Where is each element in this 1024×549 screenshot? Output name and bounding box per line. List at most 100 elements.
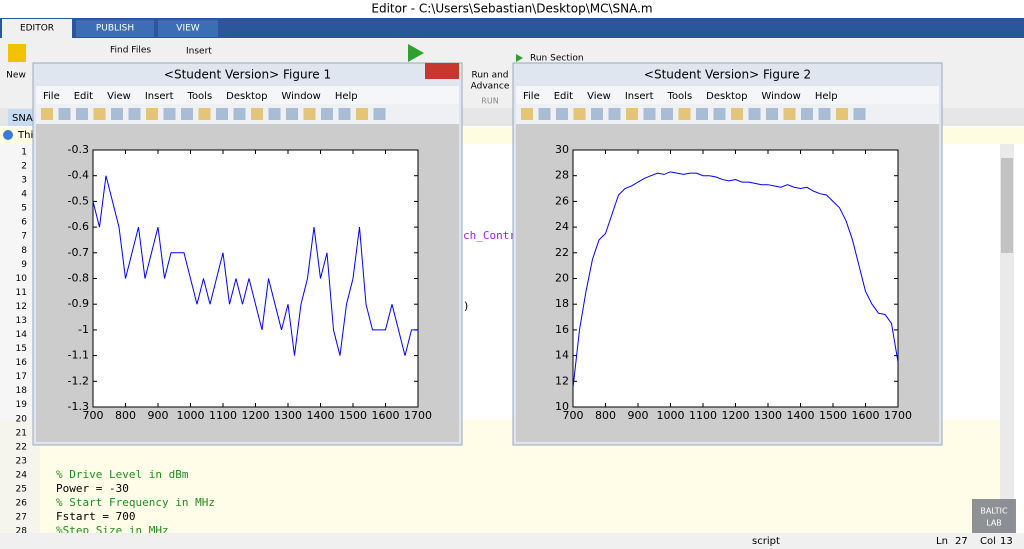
tool-icon[interactable] — [93, 108, 106, 120]
tool-icon[interactable] — [198, 108, 211, 120]
run-section[interactable]: Run Section — [530, 54, 584, 64]
tool-icon[interactable] — [608, 108, 621, 120]
tool-icon[interactable] — [521, 108, 533, 120]
tool-icon[interactable] — [678, 108, 691, 120]
tool-icon[interactable] — [783, 108, 796, 120]
tool-icon[interactable] — [713, 108, 726, 120]
y-tick-label: 22 — [555, 246, 569, 259]
tool-icon[interactable] — [556, 108, 568, 120]
menu-item[interactable]: Edit — [74, 91, 93, 102]
line-number: 2 — [21, 162, 27, 172]
tool-icon[interactable] — [836, 108, 848, 120]
tool-icon[interactable] — [853, 108, 866, 120]
data-line — [92, 175, 418, 356]
menu-item[interactable]: View — [587, 91, 611, 102]
tab[interactable] — [76, 20, 154, 37]
line-number: 5 — [21, 204, 27, 214]
menu-item[interactable]: Window — [761, 91, 800, 102]
menu-item[interactable]: Window — [281, 91, 320, 102]
tool-icon[interactable] — [303, 108, 316, 120]
line-number: 7 — [21, 232, 27, 242]
menu-item[interactable]: Desktop — [226, 91, 267, 102]
tool-icon[interactable] — [538, 108, 551, 120]
tool-icon[interactable] — [661, 108, 673, 120]
menu-item[interactable]: Tools — [667, 91, 693, 102]
line-number: 12 — [16, 302, 27, 312]
tool-icon[interactable] — [321, 108, 333, 120]
tool-icon[interactable] — [146, 108, 158, 120]
y-tick-label: 26 — [555, 194, 569, 207]
y-tick-label: 10 — [555, 400, 569, 413]
menu-item[interactable]: View — [107, 91, 131, 102]
menu-item[interactable]: Desktop — [706, 91, 747, 102]
find-files[interactable]: Find Files — [110, 46, 151, 56]
tool-icon[interactable] — [76, 108, 88, 120]
tool-icon[interactable] — [233, 108, 246, 120]
line-number: 19 — [16, 400, 28, 410]
menu-item[interactable]: Tools — [187, 91, 213, 102]
x-tick-label: 1500 — [819, 409, 847, 422]
run-icon[interactable] — [408, 44, 424, 62]
new-icon[interactable] — [8, 44, 26, 62]
y-tick-label: -1 — [78, 323, 89, 336]
line-number: 21 — [16, 428, 27, 438]
tool-icon[interactable] — [818, 108, 831, 120]
file-tab[interactable] — [8, 109, 36, 126]
window-title: Editor - C:\Users\Sebastian\Desktop\MC\S… — [371, 2, 652, 16]
y-tick-label: -0.3 — [68, 143, 89, 156]
menu-item[interactable]: Help — [815, 91, 838, 102]
tool-icon[interactable] — [268, 108, 281, 120]
tool-icon[interactable] — [356, 108, 368, 120]
status-mode: script — [752, 536, 780, 547]
figures: <Student Version> Figure 1 File Edit View In… — [32, 62, 943, 446]
tool-icon[interactable] — [801, 108, 813, 120]
file-tab-label: SNA. — [12, 113, 36, 124]
scroll-thumb[interactable] — [1001, 158, 1013, 253]
tool-icon[interactable] — [748, 108, 761, 120]
tool-icon[interactable] — [591, 108, 603, 120]
tool-icon[interactable] — [111, 108, 123, 120]
y-tick-label: 24 — [555, 220, 569, 233]
insert[interactable]: Insert — [186, 47, 212, 57]
menu-item[interactable]: File — [523, 91, 540, 102]
x-tick-label: 1600 — [372, 409, 400, 422]
tool-icon[interactable] — [338, 108, 351, 120]
menu-item[interactable]: Edit — [554, 91, 573, 102]
tab[interactable] — [158, 20, 218, 37]
tool-icon[interactable] — [573, 108, 586, 120]
tool-icon[interactable] — [731, 108, 743, 120]
menu-item[interactable]: File — [43, 91, 60, 102]
tab-active[interactable] — [2, 19, 72, 38]
tool-icon[interactable] — [766, 108, 778, 120]
menu-item[interactable]: Insert — [145, 91, 174, 102]
watermark: BALTIC — [980, 507, 1008, 516]
tool-icon[interactable] — [696, 108, 708, 120]
line-number: 23 — [16, 456, 27, 466]
tool-icon[interactable] — [128, 108, 141, 120]
tool-icon[interactable] — [251, 108, 263, 120]
menu-item[interactable]: Insert — [625, 91, 654, 102]
info-icon — [3, 130, 13, 140]
line-number: 16 — [16, 358, 28, 368]
y-tick-label: 14 — [555, 349, 569, 362]
tool-icon[interactable] — [163, 108, 176, 120]
run-section-icon[interactable] — [516, 54, 523, 62]
line-number: 17 — [16, 372, 27, 382]
tool-icon[interactable] — [643, 108, 656, 120]
tool-icon[interactable] — [216, 108, 228, 120]
tool-icon[interactable] — [58, 108, 71, 120]
x-tick-label: 700 — [563, 409, 584, 422]
code-line: ) — [463, 299, 470, 312]
y-tick-label: 28 — [555, 169, 569, 182]
tool-icon[interactable] — [626, 108, 638, 120]
line-number: 3 — [21, 176, 27, 186]
close-button[interactable] — [425, 63, 459, 79]
tool-icon[interactable] — [373, 108, 386, 120]
tool-icon[interactable] — [181, 108, 193, 120]
tool-icon[interactable] — [41, 108, 53, 120]
y-tick-label: -1.1 — [68, 349, 89, 362]
menu-item[interactable]: Help — [335, 91, 358, 102]
tool-icon[interactable] — [286, 108, 298, 120]
